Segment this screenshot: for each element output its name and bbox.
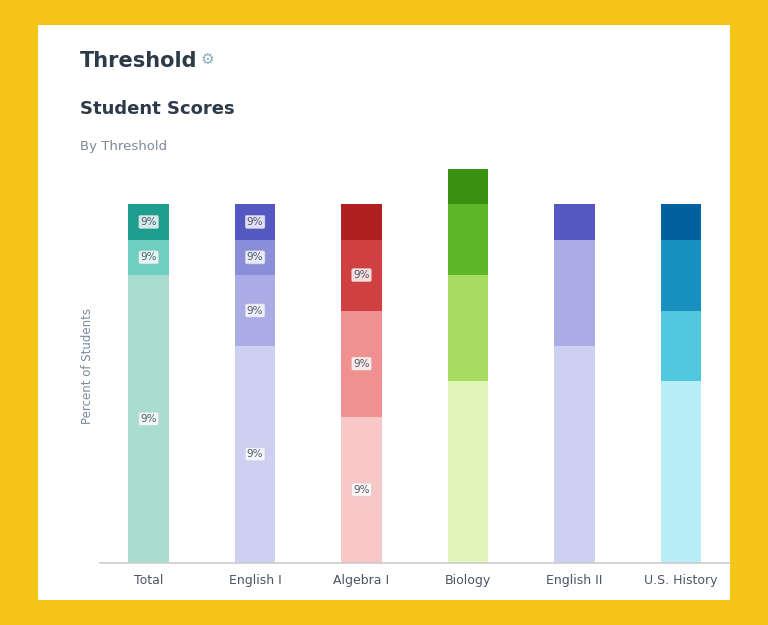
Text: 9%: 9%: [141, 217, 157, 227]
Text: 9%: 9%: [353, 484, 369, 494]
Bar: [235, 204, 275, 239]
Bar: [341, 417, 382, 562]
Text: Student Scores: Student Scores: [80, 100, 234, 118]
Bar: [235, 346, 275, 562]
Bar: [128, 204, 169, 239]
Bar: [235, 239, 275, 275]
Bar: [448, 275, 488, 381]
Text: Threshold: Threshold: [80, 51, 197, 71]
Text: ⚙: ⚙: [200, 52, 214, 67]
Bar: [448, 204, 488, 275]
Text: 9%: 9%: [353, 359, 369, 369]
Bar: [660, 311, 701, 381]
Bar: [554, 204, 594, 239]
Bar: [660, 239, 701, 311]
Y-axis label: Percent of Students: Percent of Students: [81, 308, 94, 424]
Bar: [448, 169, 488, 204]
Bar: [448, 381, 488, 562]
Text: 9%: 9%: [353, 270, 369, 280]
Bar: [554, 346, 594, 562]
Bar: [341, 239, 382, 311]
Text: 9%: 9%: [141, 414, 157, 424]
Bar: [341, 311, 382, 417]
Text: 9%: 9%: [247, 253, 263, 262]
Text: 9%: 9%: [247, 449, 263, 459]
Bar: [660, 204, 701, 239]
Text: 9%: 9%: [247, 306, 263, 316]
Text: 9%: 9%: [247, 217, 263, 227]
Bar: [235, 275, 275, 346]
Bar: [660, 381, 701, 562]
Text: 9%: 9%: [141, 253, 157, 262]
Bar: [128, 239, 169, 275]
Bar: [128, 275, 169, 562]
Bar: [341, 204, 382, 239]
Text: By Threshold: By Threshold: [80, 140, 167, 153]
Bar: [554, 239, 594, 346]
